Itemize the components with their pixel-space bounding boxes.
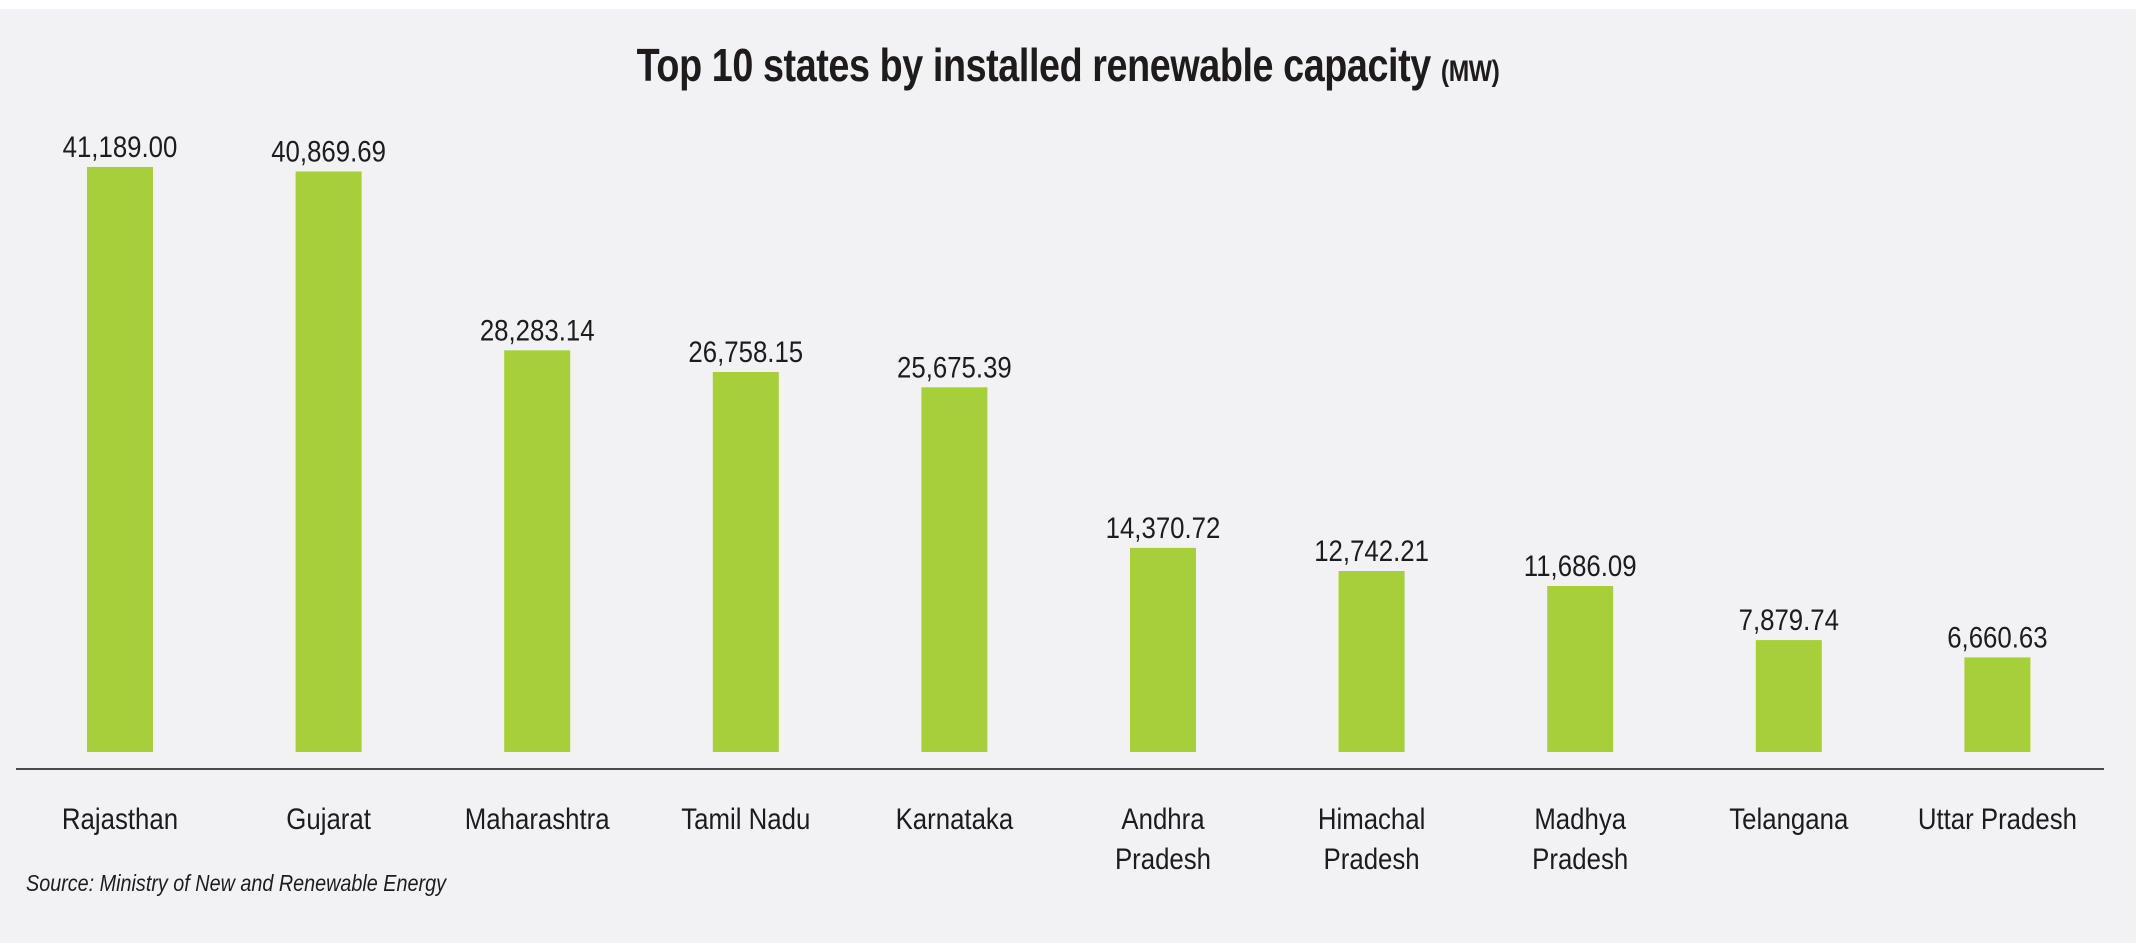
bar-uttar-pradesh: [1964, 657, 2031, 752]
x-tick-label-line: Himachal: [1318, 802, 1425, 835]
value-label: 7,879.74: [1739, 603, 1839, 636]
x-tick-labels: Rajasthan Gujarat Maharashtra Tamil Nadu Kar…: [62, 802, 2077, 875]
x-tick-label-line: Tamil Nadu: [681, 802, 810, 835]
x-tick-label-line: Gujarat: [286, 802, 371, 835]
x-tick-label-line: Rajasthan: [62, 802, 178, 835]
x-tick-label: Uttar Pradesh: [1918, 802, 2077, 835]
bars-layer: [87, 167, 2031, 752]
value-label: 25,675.39: [897, 350, 1012, 383]
x-tick-label-line: Pradesh: [1324, 842, 1420, 875]
bar-himachal-pradesh: [1338, 571, 1405, 752]
value-label: 28,283.14: [480, 313, 595, 346]
bar-telangana: [1755, 640, 1822, 752]
value-label: 40,869.69: [271, 135, 386, 168]
x-tick-label-line: Pradesh: [1532, 842, 1628, 875]
bar-karnataka: [921, 387, 988, 752]
bar-maharashtra: [504, 350, 571, 752]
bar-rajasthan: [87, 167, 153, 752]
value-label: 6,660.63: [1947, 621, 2047, 654]
bar-gujarat: [295, 171, 362, 752]
source-note: Source: Ministry of New and Renewable En…: [26, 870, 446, 896]
x-tick-label: Rajasthan: [62, 802, 178, 835]
x-tick-label: Maharashtra: [465, 802, 610, 835]
value-label: 11,686.09: [1524, 549, 1637, 582]
bar-tamil-nadu: [712, 372, 779, 752]
x-tick-label: Gujarat: [286, 802, 371, 835]
x-tick-label-line: Madhya: [1534, 802, 1626, 835]
x-tick-label: Andhra Pradesh: [1115, 802, 1211, 875]
value-labels-layer: 41,189.00 40,869.69 28,283.14 26,758.15 25,6…: [63, 130, 2048, 654]
x-tick-label-line: Andhra: [1121, 802, 1205, 835]
bar-andhra-pradesh: [1130, 547, 1196, 752]
x-tick-label-line: Karnataka: [896, 802, 1014, 835]
x-tick-label: Karnataka: [896, 802, 1014, 835]
bar-madhya-pradesh: [1547, 586, 1614, 752]
x-tick-label-line: Maharashtra: [465, 802, 610, 835]
value-label: 14,370.72: [1106, 511, 1221, 544]
value-label: 12,742.21: [1314, 534, 1429, 567]
x-tick-label-line: Pradesh: [1115, 842, 1211, 875]
chart-title-unit: (MW): [1440, 55, 1500, 88]
x-tick-label: Himachal Pradesh: [1318, 802, 1425, 875]
x-tick-label: Telangana: [1729, 802, 1848, 835]
x-tick-label-line: Uttar Pradesh: [1918, 802, 2077, 835]
x-tick-label: Madhya Pradesh: [1532, 802, 1628, 875]
value-label: 26,758.15: [688, 335, 803, 368]
x-tick-label: Tamil Nadu: [681, 802, 810, 835]
x-tick-label-line: Telangana: [1729, 802, 1848, 835]
chart-title: Top 10 states by installed renewable cap…: [192, 38, 1944, 92]
chart-title-text: Top 10 states by installed renewable cap…: [636, 39, 1432, 91]
value-label: 41,189.00: [63, 130, 178, 163]
